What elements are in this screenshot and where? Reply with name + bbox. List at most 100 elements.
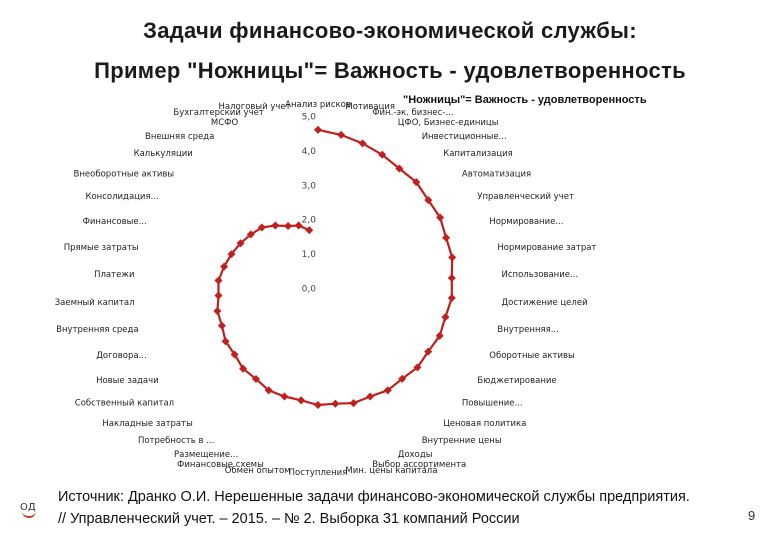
data-point-marker (239, 364, 248, 373)
category-label: Оборотные активы (489, 351, 574, 361)
axis-tick-label: 3,0 (302, 181, 317, 191)
data-point-marker (337, 130, 346, 139)
category-label: Платежи (94, 270, 134, 280)
data-point-marker (280, 392, 289, 401)
category-label: Внутренняя... (497, 325, 558, 335)
data-point-marker (305, 226, 314, 235)
data-point-marker (447, 293, 456, 303)
category-label: Бюджетирование (477, 376, 556, 386)
category-label: Консолидация... (85, 192, 158, 202)
category-label: Внеоборотные активы (74, 169, 175, 179)
category-label: Мотивация (345, 102, 395, 112)
data-point-marker (398, 374, 407, 383)
axis-tick-label: 4,0 (302, 147, 317, 157)
category-label: Заемный капитал (55, 298, 135, 308)
category-label: Бухгалтерский учет (173, 108, 263, 118)
category-label: Доходы (398, 450, 433, 460)
axis-tick-label: 2,0 (302, 216, 317, 226)
category-label: Инвестиционные... (422, 132, 507, 142)
data-point-marker (412, 178, 421, 187)
category-label: Калькуляции (134, 149, 193, 159)
data-point-marker (349, 399, 358, 408)
data-point-marker (358, 139, 367, 148)
page-number: 9 (748, 508, 756, 523)
category-label: Использование... (502, 270, 579, 280)
category-label: МСФО (211, 118, 239, 128)
category-label: Внешняя среда (145, 132, 214, 142)
data-point-marker (257, 223, 266, 232)
data-point-marker (366, 392, 375, 401)
data-point-marker (214, 276, 223, 285)
category-label: Финансовые схемы (177, 460, 264, 470)
data-point-marker (441, 313, 450, 322)
data-point-marker (251, 374, 261, 384)
data-point-marker (230, 350, 239, 359)
data-point-marker (297, 396, 306, 405)
category-label: Финансовые... (83, 217, 147, 227)
data-point-marker (383, 386, 392, 395)
axis-tick-label: 5,0 (302, 113, 317, 123)
category-label: Потребность в ... (138, 436, 214, 446)
category-label: Налоговый учет (219, 102, 291, 112)
category-label: Нормирование затрат (497, 243, 596, 253)
logo-swoosh-icon (22, 510, 36, 518)
data-point-marker (395, 164, 404, 173)
category-label: Нормирование... (489, 217, 563, 227)
category-label: Капитализация (443, 149, 513, 159)
data-point-marker (227, 250, 236, 259)
category-label: Договора... (96, 351, 146, 361)
data-point-marker (413, 363, 422, 372)
data-point-marker (313, 400, 323, 410)
data-point-marker (236, 239, 245, 248)
category-label: Внутренние цены (422, 436, 502, 446)
slide-subtitle: Пример "Ножницы"= Важность - удовлетворе… (94, 58, 686, 83)
data-point-marker (424, 196, 433, 205)
data-point-marker (217, 321, 226, 330)
data-point-marker (264, 386, 273, 395)
data-point-marker (447, 273, 456, 283)
data-point-marker (313, 125, 323, 134)
category-label: Фин.-эк. бизнес-... (372, 108, 453, 118)
chart-title: "Ножницы"= Важность - удовлетворенность (403, 94, 647, 106)
data-point-marker (448, 253, 457, 262)
category-label: Внутренняя среда (56, 325, 138, 335)
logo-text: ОД (20, 502, 36, 513)
category-label: Выбор ассортимента (372, 460, 466, 470)
logo: ОД (20, 502, 36, 518)
category-label: Анализ рисков (285, 100, 351, 110)
category-label: Прямые затраты (64, 243, 139, 253)
category-label: Новые задачи (96, 376, 159, 386)
data-point-marker (246, 230, 255, 239)
category-label: Управленческий учет (477, 192, 574, 202)
category-label: Поступления (289, 468, 348, 478)
data-point-marker (214, 291, 223, 300)
category-label: Достижение целей (502, 298, 588, 308)
data-point-marker (221, 337, 230, 346)
data-point-marker (331, 399, 340, 408)
data-point-marker (284, 221, 293, 231)
category-label: Мин. цены капитала (345, 466, 437, 476)
category-label: Повышение... (462, 399, 523, 409)
axis-tick-label: 1,0 (302, 250, 317, 260)
data-point-marker (213, 306, 222, 316)
category-label: ЦФО, Бизнес-единицы (398, 118, 499, 128)
category-label: Размещение... (174, 450, 238, 460)
category-label: Накладные затраты (102, 419, 192, 429)
category-label: Собственный капитал (75, 399, 174, 409)
data-point-marker (436, 213, 445, 222)
category-label: Автоматизация (462, 169, 531, 179)
axis-tick-label: 0,0 (302, 285, 317, 295)
data-point-marker (424, 347, 433, 356)
category-label: Ценовая политика (443, 419, 526, 429)
slide-title: Задачи финансово-экономической службы: (143, 18, 637, 43)
data-point-marker (442, 233, 451, 242)
data-point-marker (220, 262, 229, 271)
series-line (216, 128, 454, 407)
data-point-marker (378, 150, 387, 159)
source-citation: Источник: Дранко О.И. Нерешенные задачи … (58, 489, 690, 527)
category-label: Обмен опытом (225, 466, 291, 476)
data-point-marker (294, 221, 303, 230)
data-point-marker (271, 221, 280, 230)
data-point-marker (435, 331, 444, 340)
